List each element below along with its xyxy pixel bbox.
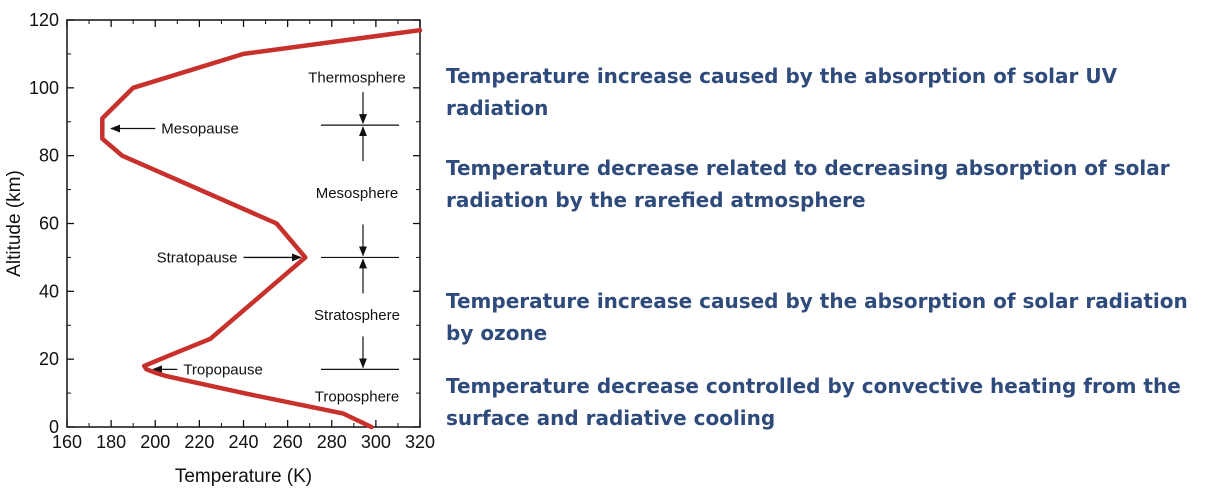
y-tick-label: 80	[39, 146, 59, 166]
temperature-altitude-chart: 160 180 200 220 240 260 280 300 320 0 20 40 60 80 100 1…	[4, 10, 435, 487]
layer-label-thermosphere: Thermosphere	[308, 70, 406, 87]
annotation-label: Tropopause	[183, 361, 263, 378]
description-stratosphere: Temperature increase caused by the absor…	[446, 289, 1188, 345]
x-axis-label: Temperature (K)	[175, 466, 312, 487]
y-tick-label: 20	[39, 349, 59, 369]
y-axis-label: Altitude (km)	[4, 170, 25, 277]
layer-label-troposphere: Troposphere	[315, 388, 400, 405]
layer-label-mesosphere: Mesosphere	[316, 185, 399, 202]
y-tick-label: 100	[29, 78, 59, 98]
x-tick-label: 260	[273, 432, 303, 452]
description-thermosphere: Temperature increase caused by the absor…	[446, 64, 1118, 120]
x-tick-label: 160	[52, 432, 82, 452]
temperature-profile-line	[100, 27, 423, 430]
x-tick-label: 240	[228, 432, 258, 452]
y-tick-label: 60	[39, 214, 59, 234]
x-tick-label: 180	[96, 432, 126, 452]
y-tick-label: 0	[49, 417, 59, 437]
x-tick-label: 300	[361, 432, 391, 452]
annotation-label: Mesopause	[161, 121, 239, 138]
description-troposphere: Temperature decrease controlled by conve…	[446, 374, 1181, 430]
x-tick-label: 200	[140, 432, 170, 452]
x-tick-label: 220	[184, 432, 214, 452]
annotation-label: Stratopause	[157, 249, 238, 266]
x-tick-label: 320	[405, 432, 435, 452]
y-tick-label: 40	[39, 281, 59, 301]
y-tick-label: 120	[29, 10, 59, 30]
description-mesosphere: Temperature decrease related to decreasi…	[446, 156, 1170, 212]
x-tick-label: 280	[317, 432, 347, 452]
layer-label-stratosphere: Stratosphere	[314, 307, 400, 324]
